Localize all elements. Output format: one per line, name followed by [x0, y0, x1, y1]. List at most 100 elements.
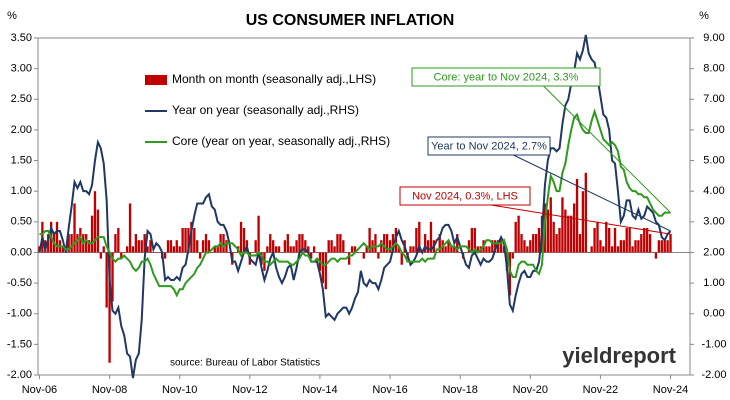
y-tick-label: 2.50	[11, 93, 32, 105]
x-tick-label: Nov-12	[232, 384, 267, 396]
bar	[131, 246, 135, 253]
bar	[169, 240, 173, 253]
bar	[228, 252, 231, 253]
bar	[73, 203, 76, 253]
bar	[321, 252, 325, 284]
annotation-text: Core: year to Nov 2024, 3.3%	[434, 71, 579, 83]
bar	[99, 252, 102, 259]
bar	[222, 234, 225, 253]
bar	[526, 246, 529, 253]
bar	[304, 240, 307, 253]
bar	[453, 246, 456, 253]
chart-title: US CONSUMER INFLATION	[246, 12, 455, 29]
bar	[625, 227, 628, 253]
bar	[380, 240, 383, 253]
bar	[61, 246, 65, 253]
bar	[631, 246, 634, 253]
x-tick-label: Nov-16	[372, 384, 407, 396]
bar	[464, 252, 468, 253]
source: source: Bureau of Labor Statistics	[170, 358, 320, 369]
bar	[628, 227, 631, 253]
bar	[362, 252, 365, 259]
bar	[599, 240, 602, 253]
bar	[368, 227, 371, 253]
bar	[517, 215, 520, 253]
x-tick-label: Nov-06	[22, 384, 57, 396]
bar	[280, 252, 284, 253]
y-tick-label: 0.00	[11, 246, 32, 258]
y-tick-label: 0.50	[11, 216, 32, 228]
bar	[491, 240, 494, 253]
bar	[350, 246, 354, 253]
bar	[529, 240, 532, 253]
bar	[423, 234, 427, 253]
bar	[511, 252, 514, 259]
plot-frame	[37, 37, 691, 376]
y-tick-label: 3.00	[11, 63, 32, 75]
annotation-text: Year to Nov 2024, 2.7%	[431, 140, 547, 152]
bar	[79, 227, 82, 253]
bar	[391, 234, 395, 253]
bar	[353, 246, 357, 253]
y-tick-label: -1.00	[7, 308, 32, 320]
legend-label: Core (year on year, seasonally adj.,RHS)	[172, 134, 390, 148]
bar	[476, 246, 479, 253]
bar	[85, 234, 88, 253]
bar	[459, 252, 462, 253]
bar	[125, 246, 129, 253]
bar	[193, 227, 196, 253]
x-tick-label: Nov-24	[653, 384, 688, 396]
bar	[537, 227, 541, 253]
bar	[640, 234, 643, 253]
bar	[333, 246, 336, 253]
bar	[581, 191, 585, 253]
bar	[166, 240, 170, 253]
y2-tick-label: 3.00	[703, 216, 724, 228]
bar	[178, 246, 181, 253]
bar	[213, 246, 216, 253]
bar	[637, 240, 640, 253]
bar	[158, 252, 161, 253]
y2-tick-label: 4.00	[703, 185, 724, 197]
annotation-leader	[513, 154, 671, 232]
bar	[397, 246, 400, 253]
bar	[292, 246, 295, 253]
annotation-text: Nov 2024, 0.3%, LHS	[412, 190, 518, 202]
bar	[90, 215, 94, 253]
bar	[555, 234, 558, 253]
bar	[324, 252, 327, 290]
bar	[549, 197, 552, 253]
bar	[473, 227, 476, 253]
bar	[593, 227, 596, 253]
bar	[546, 209, 549, 253]
bar	[312, 246, 316, 253]
bar	[87, 240, 91, 253]
bar	[330, 240, 333, 253]
bar	[123, 252, 126, 253]
bar	[651, 252, 655, 253]
bar	[532, 234, 535, 253]
y2-tick-label: 0.00	[703, 308, 724, 320]
bar	[415, 227, 418, 253]
bar	[260, 252, 263, 265]
y2-tick-label: 7.00	[703, 93, 724, 105]
y2-tick-label: 5.00	[703, 154, 724, 166]
bar	[196, 240, 199, 253]
bar	[234, 252, 237, 253]
bar	[356, 252, 360, 253]
bar	[552, 221, 555, 253]
bar	[175, 240, 178, 253]
bar	[666, 240, 669, 253]
bar	[257, 215, 260, 253]
bar	[570, 215, 573, 253]
bar	[134, 234, 138, 253]
bar	[456, 234, 459, 253]
bar	[605, 221, 608, 253]
bar	[140, 240, 143, 253]
bar	[488, 246, 491, 253]
bar	[64, 252, 67, 253]
y2-tick-label: 8.00	[703, 63, 724, 75]
bar	[467, 240, 471, 253]
y2-tick-label: -1.00	[701, 338, 726, 350]
y2-tick-label: 2.00	[703, 246, 724, 258]
